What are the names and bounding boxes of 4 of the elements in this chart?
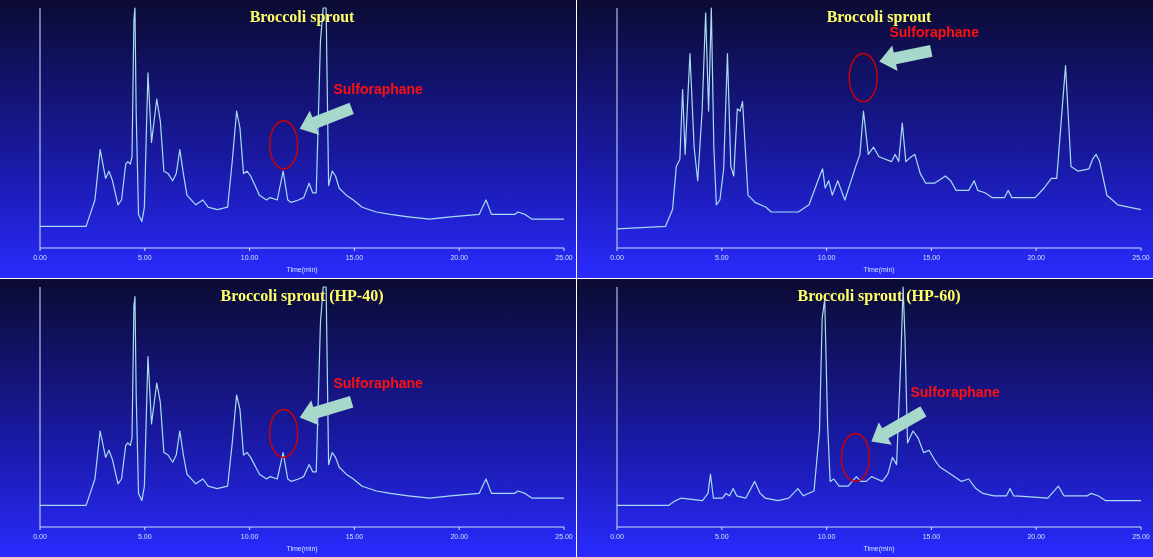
annotation: Sulforaphane — [333, 374, 424, 391]
annotation: Sulforaphane — [333, 81, 424, 98]
chart-title: Broccoli sprout — [826, 8, 933, 26]
annotation: Sulforaphane — [910, 384, 1001, 401]
